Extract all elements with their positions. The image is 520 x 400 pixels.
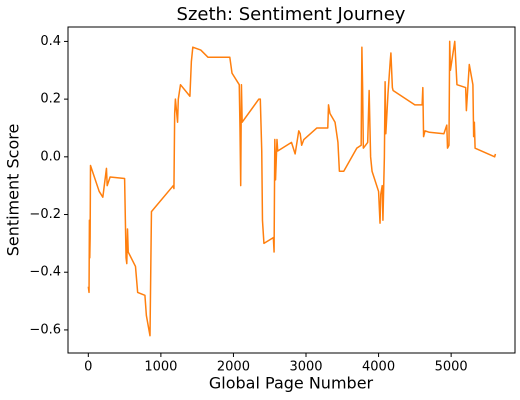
line <box>87 40 497 337</box>
x-tick-label: 2000 <box>217 360 250 375</box>
y-tick-label: −0.6 <box>29 322 61 337</box>
x-tick-label: 3000 <box>289 360 322 375</box>
chart-title: Szeth: Sentiment Journey <box>177 4 406 25</box>
x-axis-label: Global Page Number <box>209 374 374 393</box>
x-tick-label: 1000 <box>144 360 177 375</box>
x-tick-label: 0 <box>84 360 92 375</box>
y-tick-label: 0.2 <box>40 92 61 107</box>
y-tick-label: 0.4 <box>40 34 61 49</box>
y-tick-label: −0.4 <box>29 265 61 280</box>
plot-frame <box>67 26 516 354</box>
y-tick-label: −0.2 <box>29 207 61 222</box>
y-tick-label: 0.0 <box>40 149 61 164</box>
x-tick-label: 5000 <box>435 360 468 375</box>
y-axis-label: Sentiment Score <box>4 124 23 257</box>
x-tick-label: 4000 <box>362 360 395 375</box>
